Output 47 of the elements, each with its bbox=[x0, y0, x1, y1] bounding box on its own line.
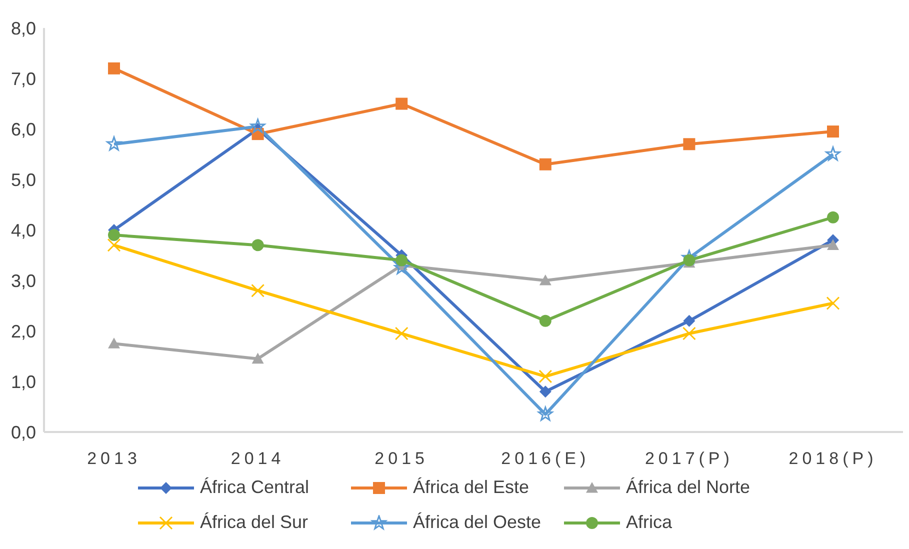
point bbox=[396, 98, 408, 110]
point bbox=[252, 352, 264, 364]
point bbox=[107, 238, 121, 252]
point bbox=[539, 386, 552, 398]
y-tick-label: 6,0 bbox=[10, 119, 36, 140]
y-tick-label: 8,0 bbox=[10, 18, 36, 38]
y-tick-label: 3,0 bbox=[10, 270, 36, 291]
point bbox=[683, 138, 696, 150]
point bbox=[827, 126, 839, 138]
point bbox=[251, 284, 265, 298]
y-tick-label: 7,0 bbox=[10, 68, 36, 89]
y-tick-label: 5,0 bbox=[10, 170, 36, 190]
x-tick-label: 2014 bbox=[230, 449, 285, 468]
x-tick-label: 2017(P) bbox=[644, 449, 734, 468]
legend-label: África del Norte bbox=[626, 477, 750, 498]
point bbox=[539, 158, 552, 170]
y-tick-label: 1,0 bbox=[10, 372, 36, 392]
point bbox=[538, 406, 553, 421]
legend-label: Africa bbox=[626, 512, 672, 533]
x-tick-label: 2015 bbox=[374, 449, 429, 468]
point bbox=[682, 326, 696, 340]
x-tick-label: 2013 bbox=[87, 449, 141, 468]
point bbox=[108, 62, 120, 74]
point bbox=[250, 118, 266, 133]
y-tick-label: 2,0 bbox=[10, 321, 36, 342]
point bbox=[396, 254, 408, 266]
point bbox=[538, 370, 552, 384]
point bbox=[827, 239, 839, 250]
legend-label: África del Oeste bbox=[413, 512, 542, 533]
x-tick-label: 2018(P) bbox=[788, 449, 878, 468]
point bbox=[108, 338, 120, 348]
point bbox=[106, 136, 122, 151]
point bbox=[826, 296, 840, 310]
point bbox=[827, 211, 839, 224]
point bbox=[683, 314, 696, 327]
point bbox=[539, 314, 552, 327]
point bbox=[826, 146, 840, 161]
legend-label: África del Sur bbox=[200, 512, 308, 533]
x-tick-label: 2016(E) bbox=[501, 449, 590, 468]
legend-label: África del Este bbox=[413, 477, 530, 498]
y-tick-label: 0,0 bbox=[10, 422, 36, 442]
point bbox=[539, 274, 552, 286]
point bbox=[108, 229, 120, 242]
legend-label: África Central bbox=[200, 477, 310, 498]
point bbox=[252, 239, 264, 252]
point bbox=[394, 326, 408, 340]
y-tick-label: 4,0 bbox=[10, 220, 36, 240]
